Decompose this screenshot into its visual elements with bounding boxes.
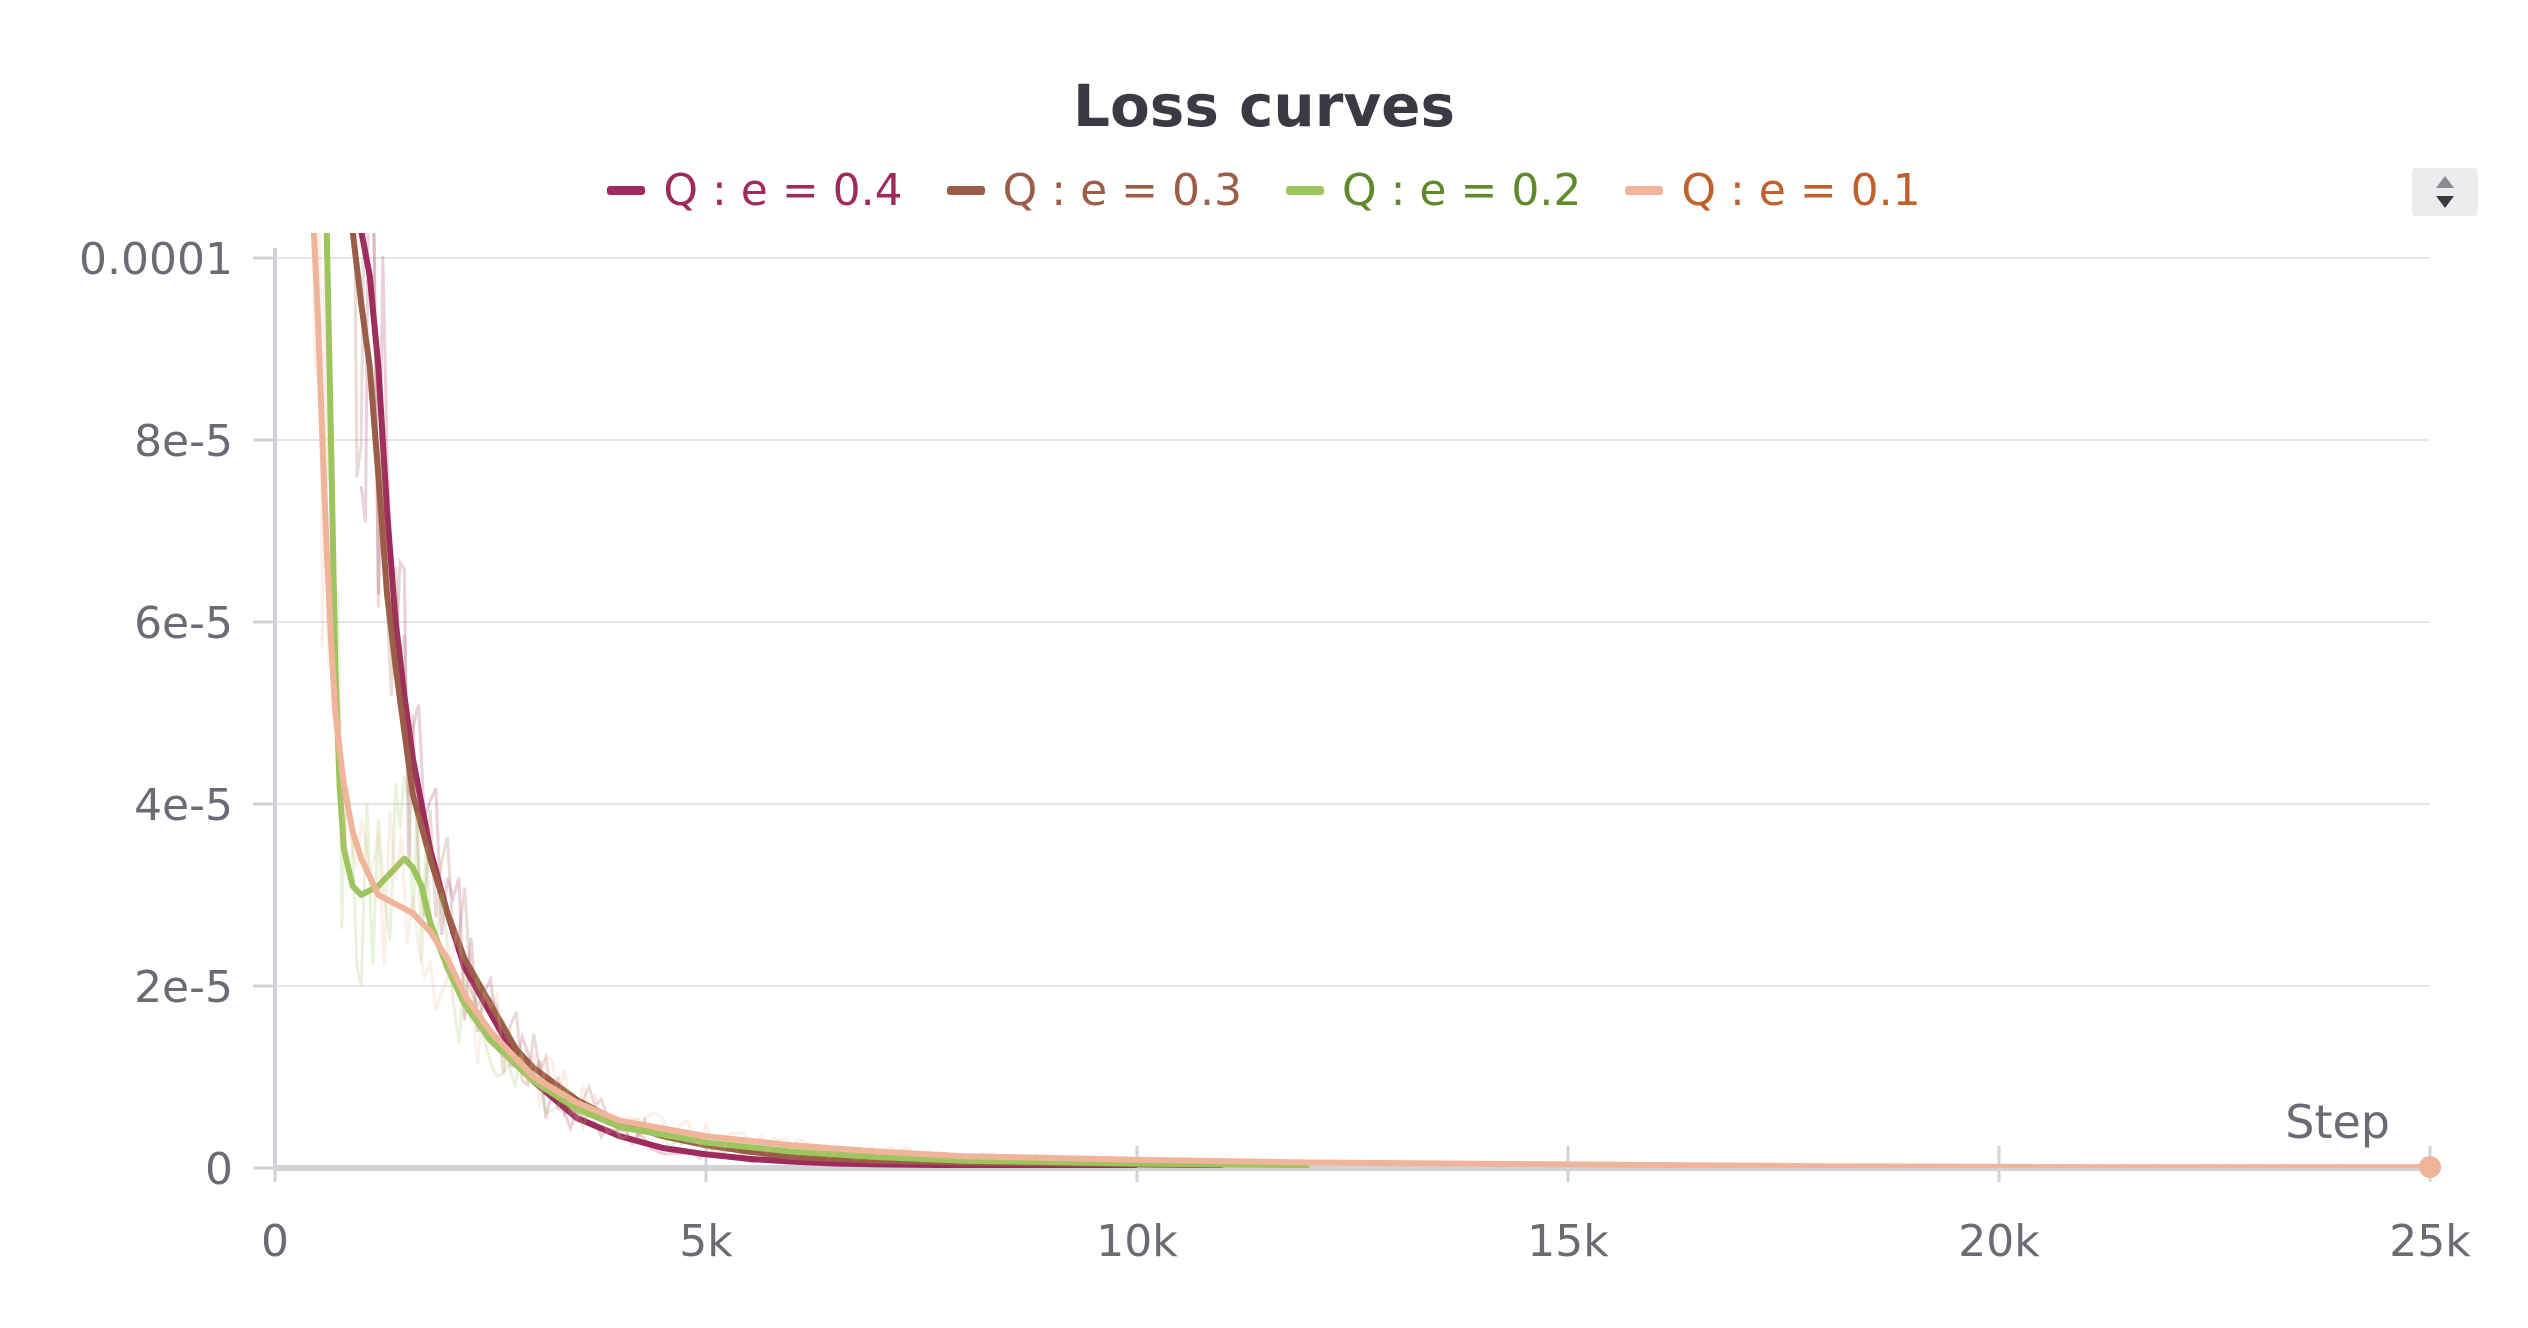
series-point-1 xyxy=(358,301,364,307)
axes: 0 2e-5 4e-5 6e-5 8e-5 0.0001 0 5k 10k 15k 20k 25k xyxy=(79,234,2471,1267)
x-axis-label: Step xyxy=(2285,1095,2390,1149)
series-point-3 xyxy=(328,637,334,643)
legend-label-1: Q : e = 0.3 xyxy=(1002,165,1242,216)
series-point-3 xyxy=(574,1099,580,1105)
series-point-0 xyxy=(746,1156,752,1162)
series-point-3 xyxy=(703,1133,709,1139)
series-point-3 xyxy=(789,1142,795,1148)
y-tick-label: 4e-5 xyxy=(134,780,233,831)
series-point-2 xyxy=(703,1140,709,1146)
series-point-2 xyxy=(324,228,330,234)
legend-item-3[interactable]: Q : e = 0.1 xyxy=(1625,165,1921,216)
series-point-3 xyxy=(617,1118,623,1124)
series-raw-trace-3 xyxy=(312,233,2425,1168)
series-point-0 xyxy=(660,1145,666,1151)
series-point-1 xyxy=(410,792,416,798)
series-point-3 xyxy=(311,228,317,234)
y-tick-label: 8e-5 xyxy=(134,416,233,467)
series-point-1 xyxy=(401,728,407,734)
legend-label-3: Q : e = 0.1 xyxy=(1681,165,1921,216)
series-point-2 xyxy=(488,1038,494,1044)
series-line-1[interactable] xyxy=(349,231,1224,1168)
series-point-3 xyxy=(315,319,321,325)
series-point-3 xyxy=(1134,1157,1140,1163)
series-point-3 xyxy=(875,1149,881,1155)
legend-swatch-2 xyxy=(1286,186,1324,195)
legend-swatch-3 xyxy=(1625,186,1664,195)
series-point-3 xyxy=(341,783,347,789)
y-tick-label: 0.0001 xyxy=(79,234,233,285)
series-point-3 xyxy=(367,874,373,880)
x-tick-label: 5k xyxy=(679,1216,733,1267)
legend-swatch-0 xyxy=(607,186,646,195)
y-tick-label: 0 xyxy=(205,1144,233,1195)
series-point-0 xyxy=(703,1151,709,1157)
y-tick-label: 6e-5 xyxy=(134,598,233,649)
legend-item-1[interactable]: Q : e = 0.3 xyxy=(946,165,1242,216)
series-point-3 xyxy=(444,956,450,962)
series-point-3 xyxy=(350,828,356,834)
series-point-0 xyxy=(358,228,364,234)
series-line-2[interactable] xyxy=(323,231,1310,1168)
series-point-1 xyxy=(350,228,356,234)
series-point-3 xyxy=(462,992,468,998)
legend-label-2: Q : e = 0.2 xyxy=(1342,165,1582,216)
caret-down-icon[interactable] xyxy=(2436,196,2454,208)
series-point-2 xyxy=(427,919,433,925)
series-point-2 xyxy=(328,437,334,443)
series-end-marker xyxy=(2419,1156,2441,1179)
series-lines xyxy=(310,228,2430,1168)
legend-scroll-icon xyxy=(2436,176,2454,208)
series-line-3[interactable] xyxy=(310,231,2430,1168)
legend-swatch-1 xyxy=(946,186,985,195)
gridlines xyxy=(275,257,2430,1169)
legend-item-0[interactable]: Q : e = 0.4 xyxy=(607,165,903,216)
series-point-3 xyxy=(1306,1160,1312,1166)
series-point-3 xyxy=(410,910,416,916)
series-point-3 xyxy=(375,892,381,898)
series-point-3 xyxy=(319,437,325,443)
series-point-3 xyxy=(427,928,433,934)
series-point-1 xyxy=(384,592,390,598)
legend: Q : e = 0.4 Q : e = 0.3 Q : e = 0.2 Q : … xyxy=(0,165,2528,216)
series-point-1 xyxy=(393,665,399,671)
legend-scroll-control[interactable] xyxy=(2412,168,2478,216)
chart-title: Loss curves xyxy=(1073,72,1455,140)
series-point-3 xyxy=(393,901,399,907)
series-point-3 xyxy=(531,1074,537,1080)
series-point-0 xyxy=(367,273,373,279)
series-point-1 xyxy=(367,364,373,370)
series-point-3 xyxy=(1565,1161,1571,1167)
series-point-2 xyxy=(350,883,356,889)
series-point-1 xyxy=(513,1047,519,1053)
legend-label-0: Q : e = 0.4 xyxy=(663,165,903,216)
legend-item-2[interactable]: Q : e = 0.2 xyxy=(1286,165,1581,216)
series-point-1 xyxy=(375,473,381,479)
series-point-3 xyxy=(324,546,330,552)
series-point-2 xyxy=(358,892,364,898)
series-point-3 xyxy=(332,710,338,716)
series-point-3 xyxy=(358,856,364,862)
x-tick-label: 20k xyxy=(1958,1216,2040,1267)
caret-up-icon[interactable] xyxy=(2436,176,2454,188)
x-tick-label: 15k xyxy=(1527,1216,1609,1267)
series-point-3 xyxy=(962,1153,968,1159)
x-tick-label: 10k xyxy=(1096,1216,1178,1267)
series-point-2 xyxy=(419,883,425,889)
y-tick-label: 2e-5 xyxy=(134,962,233,1013)
series-point-2 xyxy=(410,865,416,871)
x-tick-label: 25k xyxy=(2389,1216,2471,1267)
series-point-1 xyxy=(789,1154,795,1160)
x-tick-label: 0 xyxy=(261,1216,289,1267)
series-point-3 xyxy=(488,1029,494,1035)
